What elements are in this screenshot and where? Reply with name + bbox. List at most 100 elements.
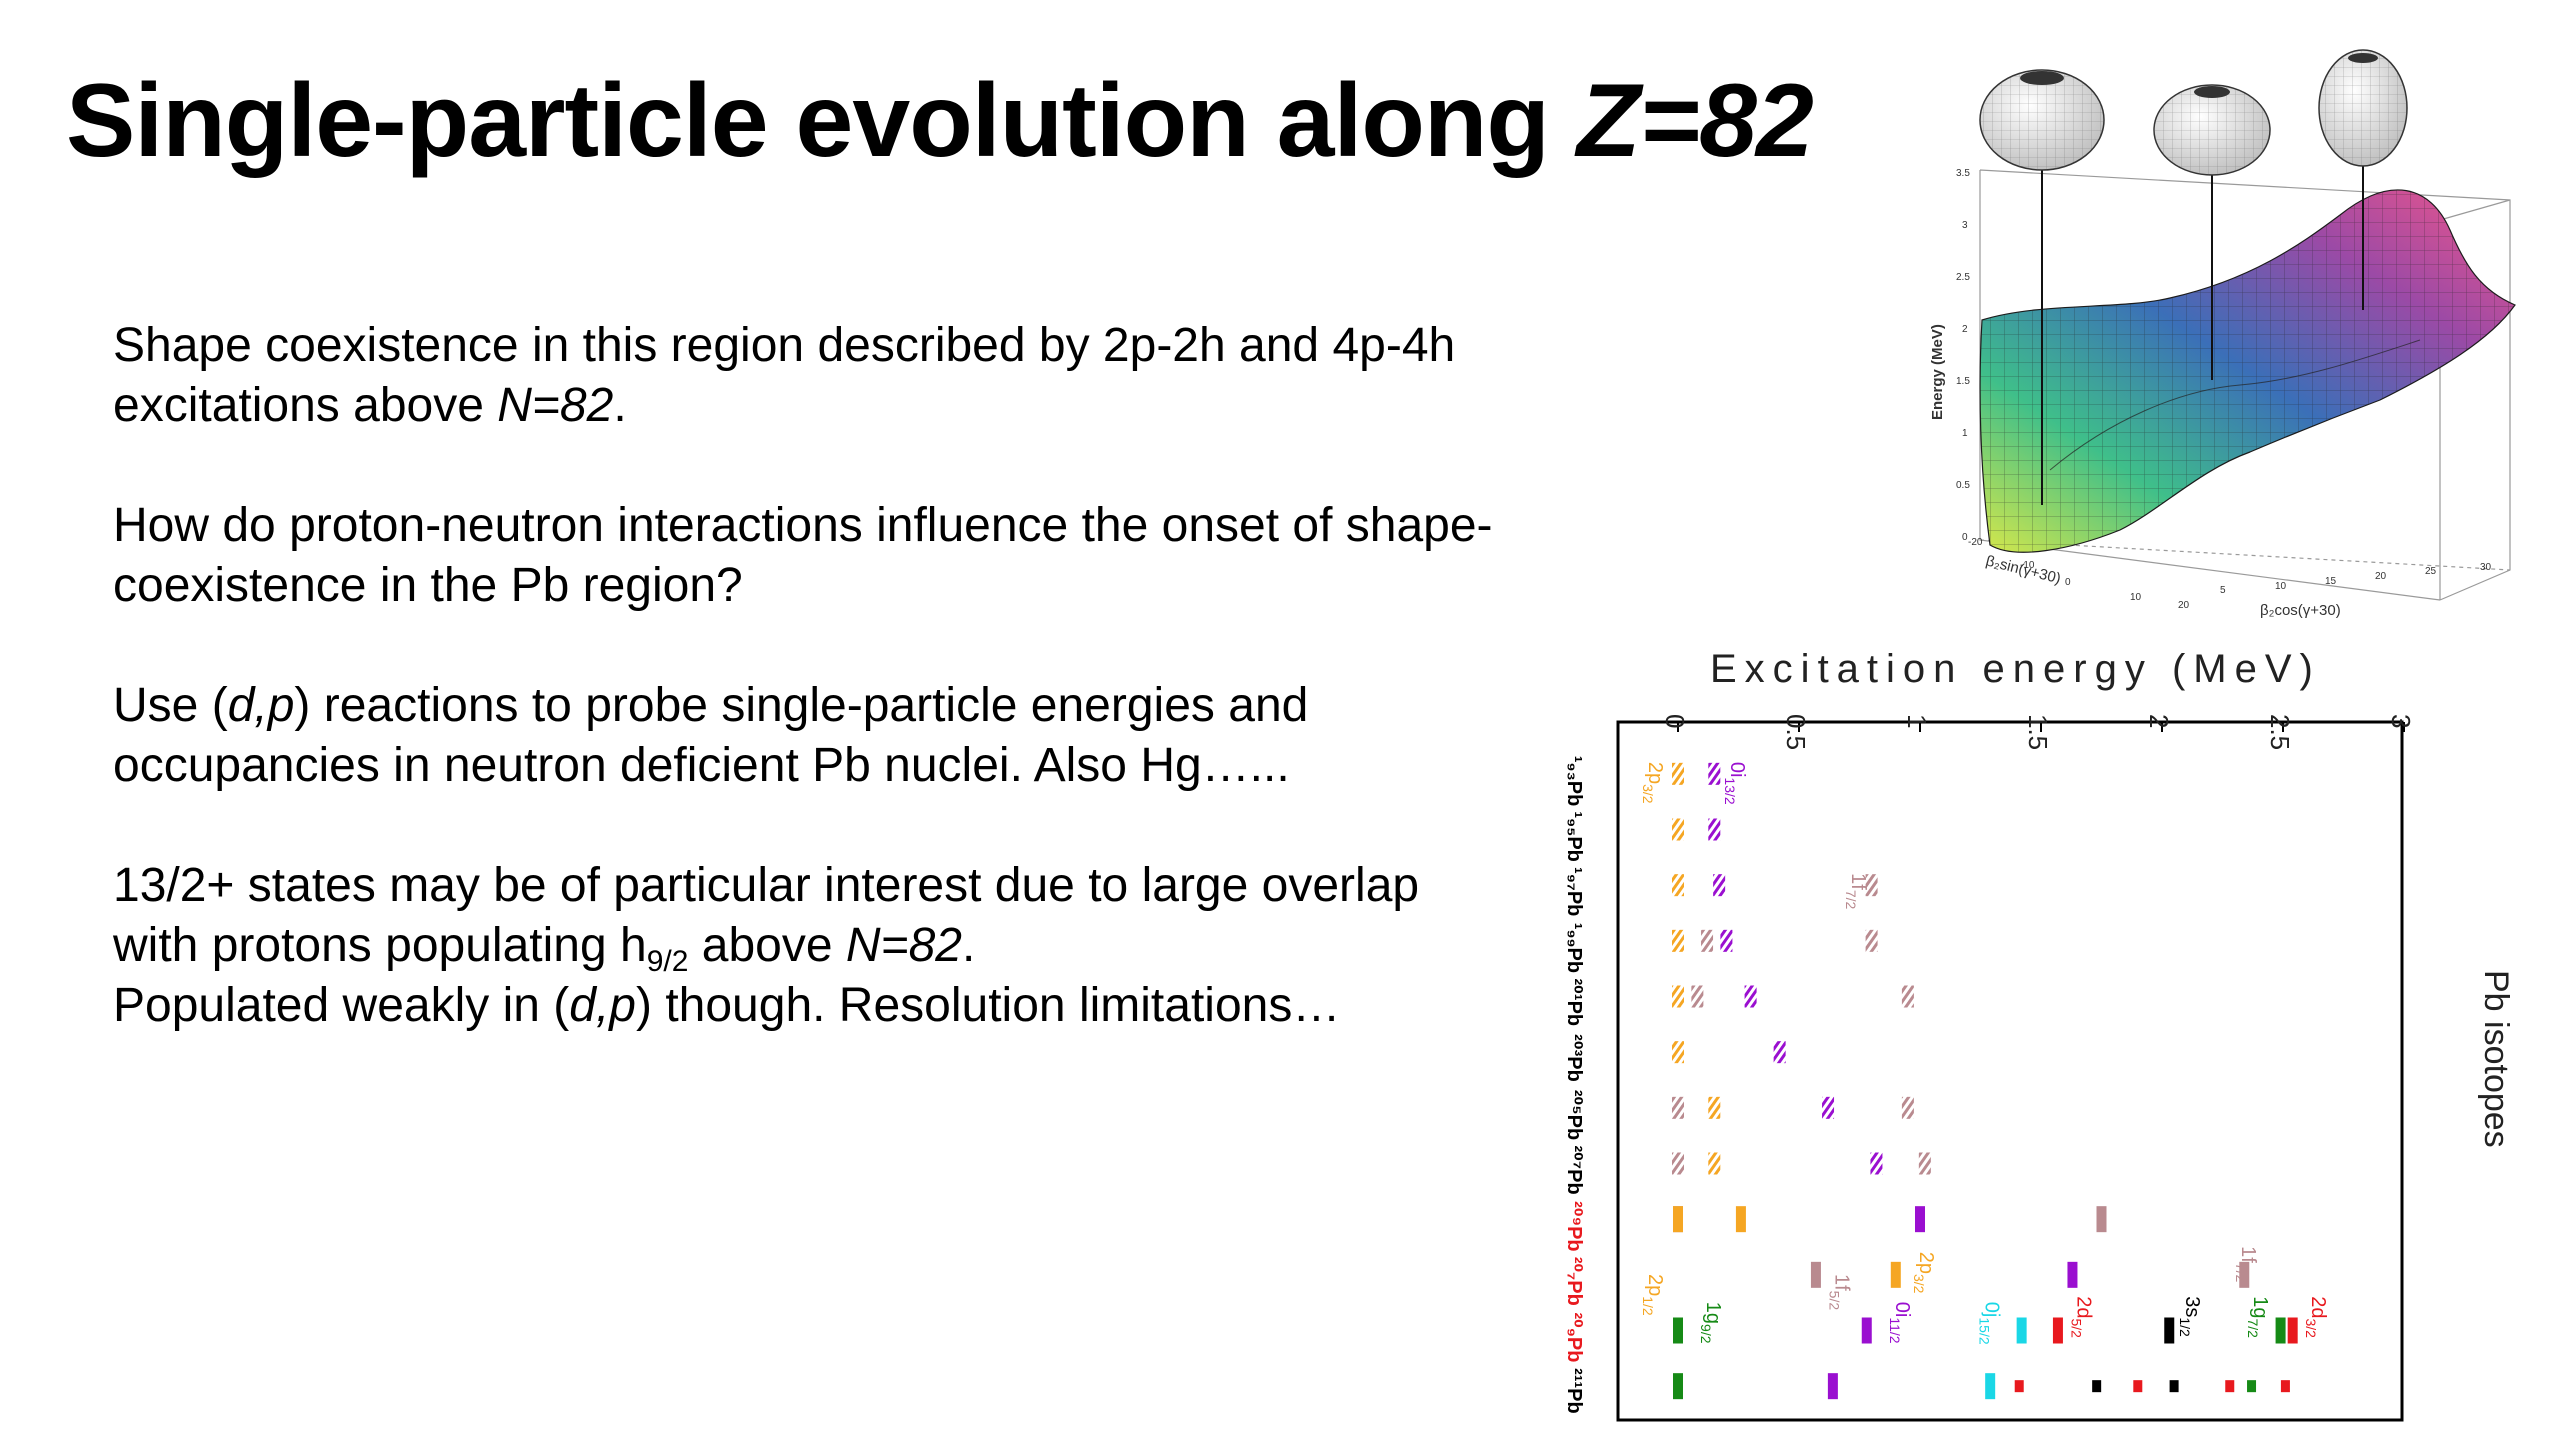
- surface-x2-tick: 15: [2325, 576, 2337, 587]
- row-label: ²⁰¹Pb: [1563, 979, 1585, 1027]
- orbital-label: 0j15/2: [1976, 1302, 2002, 1345]
- level-mark: [2169, 1380, 2179, 1393]
- row-label: ²⁰⁹Pb: [1563, 1201, 1585, 1251]
- orbital-label: 2p3/2: [1640, 762, 1666, 804]
- level-mark: [2052, 1317, 2063, 1344]
- row-label: ²⁰³Pb: [1563, 1034, 1585, 1082]
- surface-x2-tick: 20: [2375, 571, 2387, 582]
- surface-ridge: [2049, 339, 2421, 471]
- level-mark: [1673, 1317, 1683, 1344]
- level-mark: [1773, 1041, 1786, 1064]
- surface-x1-ticks: -20 -10 0 10 20: [1968, 537, 2190, 611]
- surface-x2-tick: 30: [2480, 562, 2492, 573]
- orbital-label: 1g9/2: [1698, 1302, 1724, 1344]
- level-mark: [1861, 1317, 1872, 1344]
- orbital-label: 0i11/2: [1887, 1302, 1913, 1344]
- x-tick-label: 0.5: [1781, 714, 1811, 750]
- plot-title: Excitation energy (MeV): [1710, 647, 2321, 691]
- level-mark: [1673, 1373, 1683, 1400]
- level-mark: [1708, 818, 1721, 841]
- surface-x1-tick: 10: [2130, 592, 2142, 603]
- plot-xticks: 0 0.5 1 1.5 2 2.5 3: [1660, 714, 2416, 750]
- surface-ytick: 0: [1962, 532, 1968, 543]
- p1-text-a: Shape coexistence in this region describ…: [113, 319, 1456, 432]
- row-label: ²⁰₇Pb: [1563, 1257, 1585, 1306]
- level-mark: [1901, 1096, 1914, 1119]
- orbital-label: 1f5/2: [1826, 1274, 1852, 1310]
- row-label: ¹₉₉Pb: [1563, 923, 1585, 973]
- level-mark: [1672, 985, 1684, 1008]
- p4-text-b: above: [688, 919, 846, 972]
- surface-ytick: 2.5: [1956, 272, 1970, 283]
- row-label: ²⁰⁷Pb: [1563, 1146, 1585, 1195]
- level-mark: [2247, 1380, 2257, 1393]
- slide-title: Single-particle evolution along Z=82: [66, 62, 1814, 181]
- p4-text-e: Populated weakly in (: [113, 979, 570, 1032]
- level-mark: [2280, 1380, 2290, 1393]
- p3-text-a: Use (: [113, 679, 228, 732]
- level-mark: [2096, 1206, 2107, 1233]
- surface-ytick: 1.5: [1956, 376, 1970, 387]
- level-mark: [1720, 929, 1733, 952]
- surface-x1-tick: 20: [2178, 600, 2190, 611]
- level-mark: [1915, 1206, 1925, 1233]
- level-mark: [1672, 874, 1684, 897]
- level-mark: [1701, 929, 1714, 952]
- level-mark: [1713, 874, 1726, 897]
- level-mark: [2067, 1261, 2078, 1288]
- surface-ytick: 3.5: [1956, 168, 1970, 179]
- plot-row-labels: ¹₉₃Pb ¹₉₅Pb ¹₉₇Pb ¹₉₉Pb ²⁰¹Pb ²⁰³Pb ²⁰⁵Pb ²⁰⁷Pb…: [1563, 756, 1585, 1414]
- row-label: ²⁰₉Pb: [1563, 1313, 1585, 1363]
- p1-text-b: N=82: [497, 379, 614, 432]
- plot-ylabel: Pb isotopes: [2477, 970, 2515, 1148]
- p4-text-c: N=82: [845, 919, 962, 972]
- surface-ylabel-ticks: 3.5 3 2.5 2 1.5 1 0.5 0: [1956, 168, 1970, 543]
- level-mark: [2164, 1317, 2175, 1344]
- orbital-label: 1f7/2: [1843, 873, 1869, 909]
- level-mark: [2225, 1380, 2235, 1393]
- x-tick-label: 2.5: [2265, 714, 2295, 750]
- levels-svg: Excitation energy (MeV) Pb isotopes 0 0.5…: [1563, 647, 2515, 1422]
- surface-x2-tick: 25: [2425, 566, 2437, 577]
- paragraph-shape-coexistence: Shape coexistence in this region describ…: [113, 316, 1493, 436]
- level-mark: [1708, 1152, 1721, 1175]
- plot-levels: [1672, 762, 2298, 1400]
- x-tick-label: 1.5: [2023, 714, 2053, 750]
- level-mark: [2014, 1380, 2024, 1393]
- level-mark: [1708, 762, 1721, 785]
- row-label: ¹₉₅Pb: [1563, 812, 1585, 862]
- level-mark: [1691, 985, 1704, 1008]
- orbital-label: 2p3/2: [1911, 1252, 1937, 1294]
- plot-frame: [1616, 720, 2404, 1422]
- x-tick-label: 2: [2144, 714, 2174, 728]
- surface-svg: 3.5 3 2.5 2 1.5 1 0.5 0 Energy (MeV): [1929, 49, 2516, 619]
- surface-ytick: 0.5: [1956, 480, 1970, 491]
- level-mark: [1744, 985, 1757, 1008]
- level-mark: [1810, 1261, 1821, 1288]
- level-mark: [2133, 1380, 2143, 1393]
- p3-text-b: d,p: [227, 679, 295, 732]
- p4-text-g: ) though. Resolution limitations…: [636, 979, 1341, 1032]
- level-mark: [1827, 1373, 1838, 1400]
- level-mark: [1901, 985, 1914, 1008]
- slide-title-main: Single-particle evolution along: [66, 63, 1577, 179]
- surface-x2-tick: 5: [2220, 585, 2226, 596]
- level-mark: [1672, 818, 1684, 841]
- level-mark: [1672, 762, 1684, 785]
- slide-title-italic: Z=82: [1576, 63, 1814, 179]
- x-tick-label: 0: [1660, 714, 1690, 728]
- pb-levels-plot: Excitation energy (MeV) Pb isotopes 0 0.5…: [1560, 630, 2560, 1430]
- level-mark: [1673, 1206, 1683, 1233]
- surface-x1-tick: -10: [2020, 560, 2035, 571]
- surface-x1-tick: -20: [1968, 537, 1983, 548]
- level-mark: [1735, 1206, 1746, 1233]
- surface-mesh: [1980, 189, 2515, 553]
- prolate-shape-icon: [2318, 49, 2408, 167]
- oblate-shape-icon: [1979, 69, 2105, 171]
- surface-x1-tick: 0: [2065, 577, 2071, 588]
- level-mark: [1822, 1096, 1835, 1119]
- shape-drop-lines: [2041, 155, 2364, 505]
- paragraph-13-2-states: 13/2+ states may be of particular intere…: [113, 856, 1493, 1036]
- surface-ytick: 3: [1962, 220, 1968, 231]
- potential-energy-surface: 3.5 3 2.5 2 1.5 1 0.5 0 Energy (MeV): [1920, 40, 2540, 630]
